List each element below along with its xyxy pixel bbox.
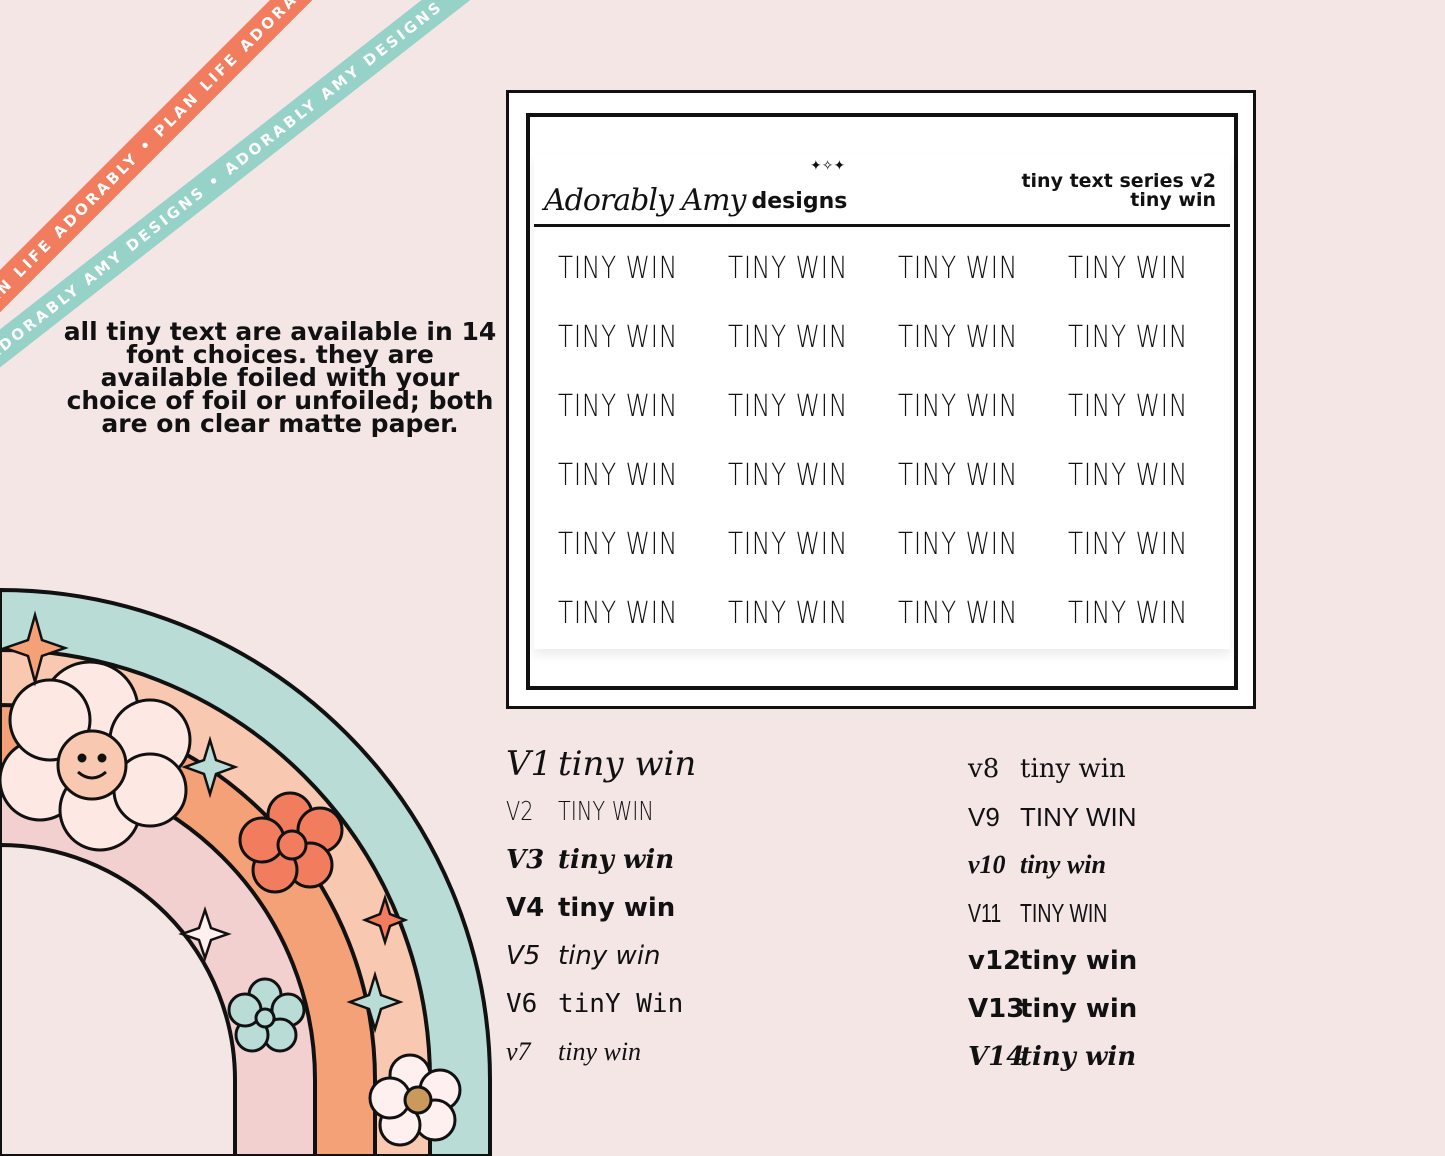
font-version-sample: tiny win	[1020, 994, 1138, 1024]
font-version-sample: tiny win	[1020, 850, 1106, 879]
font-version-row: V11 TINY WIN	[968, 889, 1388, 937]
sticker-label: TINY WIN	[1068, 458, 1189, 493]
sticker-label: TINY WIN	[558, 251, 679, 286]
brand-logo-designs: designs	[751, 189, 848, 214]
sticker-label: TINY WIN	[728, 596, 849, 631]
sticker-label: TINY WIN	[898, 251, 1019, 286]
sticker-label: TINY WIN	[898, 596, 1019, 631]
sticker-label: TINY WIN	[1068, 251, 1189, 286]
font-version-sample: tiny win	[1020, 946, 1138, 976]
sheet-series-title: tiny text series v2	[1021, 170, 1216, 192]
font-version-row: V5 tiny win	[506, 932, 926, 980]
font-version-label: v10	[968, 850, 1006, 879]
font-version-sample: tiny win	[558, 744, 697, 784]
rainbow-illustration	[0, 587, 492, 1156]
font-version-label: V3	[506, 845, 545, 875]
sheet-title: tiny text series v2 tiny win	[1021, 172, 1216, 210]
font-version-row: V9 TINY WIN	[968, 793, 1388, 841]
font-version-sample: tiny win	[558, 893, 676, 923]
ribbon-plan-life-adorably: PLAN LIFE ADORABLY • PLAN LIFE ADORABLY …	[0, 0, 349, 332]
sheet-design-name: tiny win	[1130, 189, 1216, 211]
font-version-sample: tinY Win	[558, 989, 684, 1019]
font-version-label: V9	[968, 801, 1000, 832]
sticker-label: TINY WIN	[898, 458, 1019, 493]
sparkle-icons	[1, 610, 409, 1034]
sticker-label: TINY WIN	[558, 596, 679, 631]
sticker-label: TINY WIN	[558, 320, 679, 355]
font-version-row: V13 tiny win	[968, 985, 1388, 1033]
font-version-sample: TINY WIN	[1020, 897, 1108, 928]
divider	[534, 224, 1230, 227]
product-frame: Adorably Amy designs ✦✧✦ tiny text serie…	[506, 90, 1256, 709]
orange-flower-icon	[238, 791, 344, 894]
product-description: all tiny text are available in 14 font c…	[63, 317, 497, 438]
font-version-label: V2	[506, 797, 534, 827]
sticker-label: TINY WIN	[1068, 389, 1189, 424]
sticker-label: TINY WIN	[728, 389, 849, 424]
font-version-row: V1 tiny win	[506, 740, 926, 788]
font-version-label: V1	[506, 744, 553, 784]
font-version-sample: tiny win	[1020, 754, 1126, 784]
product-frame-inner: Adorably Amy designs ✦✧✦ tiny text serie…	[526, 113, 1238, 690]
font-version-sample: TINY WIN	[558, 797, 654, 827]
font-version-label: V4	[506, 893, 545, 923]
font-version-row: v8 tiny win	[968, 745, 1388, 793]
sticker-label: TINY WIN	[898, 527, 1019, 562]
font-version-label: v7	[506, 1037, 531, 1066]
font-version-sample: tiny win	[558, 845, 675, 875]
font-version-row: v12 tiny win	[968, 937, 1388, 985]
font-versions-left: V1 tiny win V2 TINY WIN V3 tiny win V4 tiny win…	[506, 740, 926, 1076]
sticker-label: TINY WIN	[1068, 527, 1189, 562]
font-version-row: V14 tiny win	[968, 1033, 1388, 1081]
font-version-sample: TINY WIN	[1020, 801, 1137, 832]
font-version-label: V11	[968, 897, 1002, 928]
sticker-label: TINY WIN	[728, 527, 849, 562]
teal-flower-icon	[227, 977, 306, 1053]
sticker-label: TINY WIN	[558, 458, 679, 493]
font-version-row: V6 tinY Win	[506, 980, 926, 1028]
brand-logo: Adorably Amy designs	[544, 168, 847, 218]
sparkle-icon: ✦✧✦	[810, 158, 846, 174]
font-version-row: v10 tiny win	[968, 841, 1388, 889]
sticker-grid: TINY WIN TINY WIN TINY WIN TINY WIN TINY WIN…	[558, 234, 1218, 634]
font-version-sample: tiny win	[1020, 1042, 1137, 1072]
font-version-sample: tiny win	[558, 1037, 642, 1066]
sticker-sheet: Adorably Amy designs ✦✧✦ tiny text serie…	[534, 154, 1230, 649]
font-version-label: V6	[506, 989, 538, 1019]
sticker-label: TINY WIN	[728, 251, 849, 286]
font-version-row: v7 tiny win	[506, 1028, 926, 1076]
sticker-label: TINY WIN	[558, 389, 679, 424]
sticker-label: TINY WIN	[558, 527, 679, 562]
sticker-label: TINY WIN	[1068, 596, 1189, 631]
sticker-label: TINY WIN	[898, 320, 1019, 355]
smiley-flower-icon	[0, 660, 192, 852]
font-version-label: V14	[968, 1042, 1025, 1072]
sticker-label: TINY WIN	[898, 389, 1019, 424]
font-version-label: V5	[506, 941, 541, 971]
font-versions-right: v8 tiny win V9 TINY WIN v10 tiny win V11 TINY W…	[968, 745, 1388, 1081]
sticker-label: TINY WIN	[728, 458, 849, 493]
font-version-label: V13	[968, 994, 1025, 1024]
white-flower-icon	[368, 1053, 462, 1147]
font-version-row: V4 tiny win	[506, 884, 926, 932]
sticker-label: TINY WIN	[728, 320, 849, 355]
font-version-sample: tiny win	[558, 941, 661, 971]
brand-logo-script: Adorably Amy	[544, 183, 747, 218]
font-version-row: V2 TINY WIN	[506, 788, 926, 836]
sticker-label: TINY WIN	[1068, 320, 1189, 355]
font-version-label: v12	[968, 946, 1022, 976]
font-version-label: v8	[968, 754, 1000, 784]
font-version-row: V3 tiny win	[506, 836, 926, 884]
